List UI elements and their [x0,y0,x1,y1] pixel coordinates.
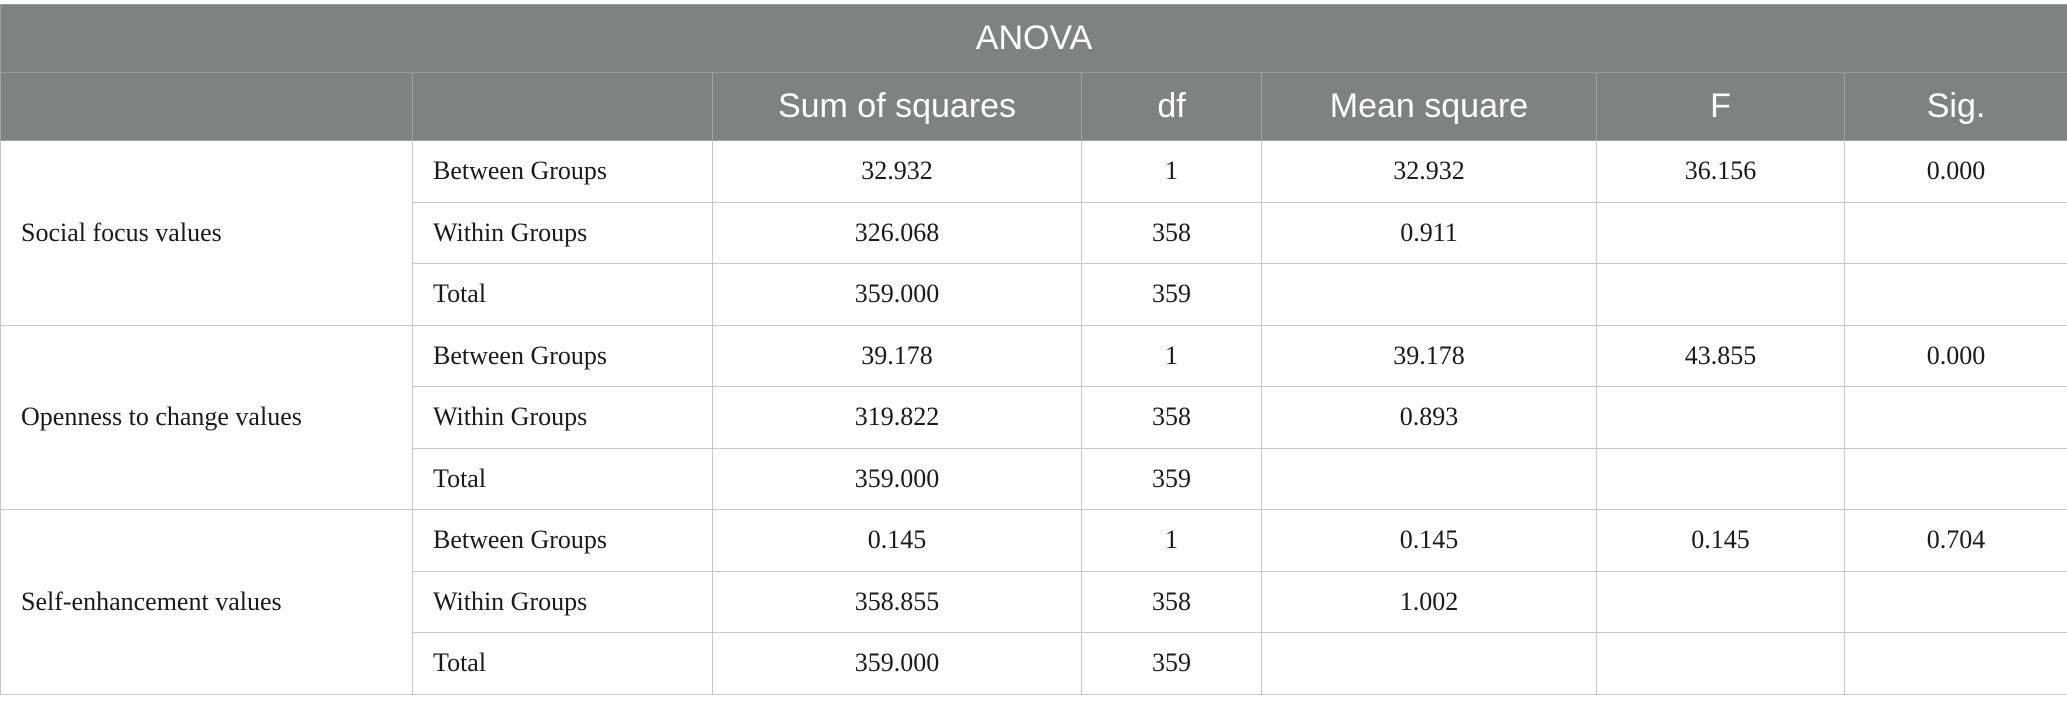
ms-cell [1261,447,1597,510]
sig-cell: 0.000 [1843,324,2067,387]
header-empty-source [412,72,713,141]
sig-cell [1843,447,2067,510]
f-cell [1596,447,1845,510]
sig-cell: 0.704 [1843,509,2067,572]
ss-cell: 358.855 [712,570,1082,633]
source-cell: Between Groups [412,324,713,387]
source-cell: Total [412,632,713,695]
anova-table: ANOVA Sum of squares df Mean square F Si… [0,4,2067,695]
df-cell: 359 [1081,447,1262,510]
f-cell: 36.156 [1596,140,1845,203]
ss-cell: 32.932 [712,140,1082,203]
ss-cell: 39.178 [712,324,1082,387]
table-row: Openness to change values Between Groups… [0,324,2067,510]
df-cell: 359 [1081,263,1262,326]
df-cell: 358 [1081,570,1262,633]
f-cell [1596,201,1845,264]
ms-cell: 32.932 [1261,140,1597,203]
table-row: Total 359.000 359 [1,632,2067,695]
f-cell: 0.145 [1596,509,1845,572]
source-cell: Within Groups [412,386,713,449]
ss-cell: 319.822 [712,386,1082,449]
header-mean-square: Mean square [1261,72,1597,141]
df-cell: 1 [1081,324,1262,387]
source-cell: Within Groups [412,201,713,264]
table-row: Within Groups 358.855 358 1.002 [1,570,2067,633]
sig-cell [1843,263,2067,326]
ms-cell [1261,263,1597,326]
df-cell: 358 [1081,201,1262,264]
source-cell: Total [412,447,713,510]
ms-cell [1261,632,1597,695]
ss-cell: 0.145 [712,509,1082,572]
df-cell: 1 [1081,509,1262,572]
f-cell [1596,386,1845,449]
source-cell: Total [412,263,713,326]
header-sig: Sig. [1843,72,2067,141]
sig-cell: 0.000 [1843,140,2067,203]
df-cell: 359 [1081,632,1262,695]
ms-cell: 0.893 [1261,386,1597,449]
source-cell: Within Groups [412,570,713,633]
header-sum-of-squares: Sum of squares [712,72,1082,141]
table-header-row: Sum of squares df Mean square F Sig. [0,72,2067,141]
ms-cell: 1.002 [1261,570,1597,633]
ms-cell: 0.145 [1261,509,1597,572]
df-cell: 1 [1081,140,1262,203]
ss-cell: 359.000 [712,447,1082,510]
sig-cell [1843,386,2067,449]
f-cell [1596,570,1845,633]
header-empty-group [0,72,413,141]
ss-cell: 326.068 [712,201,1082,264]
table-row: Social focus values Between Groups 32.93… [0,140,2067,326]
header-df: df [1081,72,1262,141]
anova-table-container: ANOVA Sum of squares df Mean square F Si… [0,4,2067,695]
header-f: F [1596,72,1845,141]
ss-cell: 359.000 [712,263,1082,326]
source-cell: Between Groups [412,509,713,572]
table-title: ANOVA [0,4,2067,73]
sig-cell [1843,201,2067,264]
f-cell: 43.855 [1596,324,1845,387]
source-cell: Between Groups [412,140,713,203]
sig-cell [1843,570,2067,633]
sig-cell [1843,632,2067,695]
df-cell: 358 [1081,386,1262,449]
group-label: Openness to change values [0,324,413,510]
ss-cell: 359.000 [712,632,1082,695]
table-row: Self-enhancement values Between Groups 0… [0,509,2067,695]
table-title-row: ANOVA [0,4,2067,73]
group-label: Social focus values [0,140,413,326]
f-cell [1596,263,1845,326]
ms-cell: 39.178 [1261,324,1597,387]
group-label: Self-enhancement values [0,509,413,695]
f-cell [1596,632,1845,695]
ms-cell: 0.911 [1261,201,1597,264]
